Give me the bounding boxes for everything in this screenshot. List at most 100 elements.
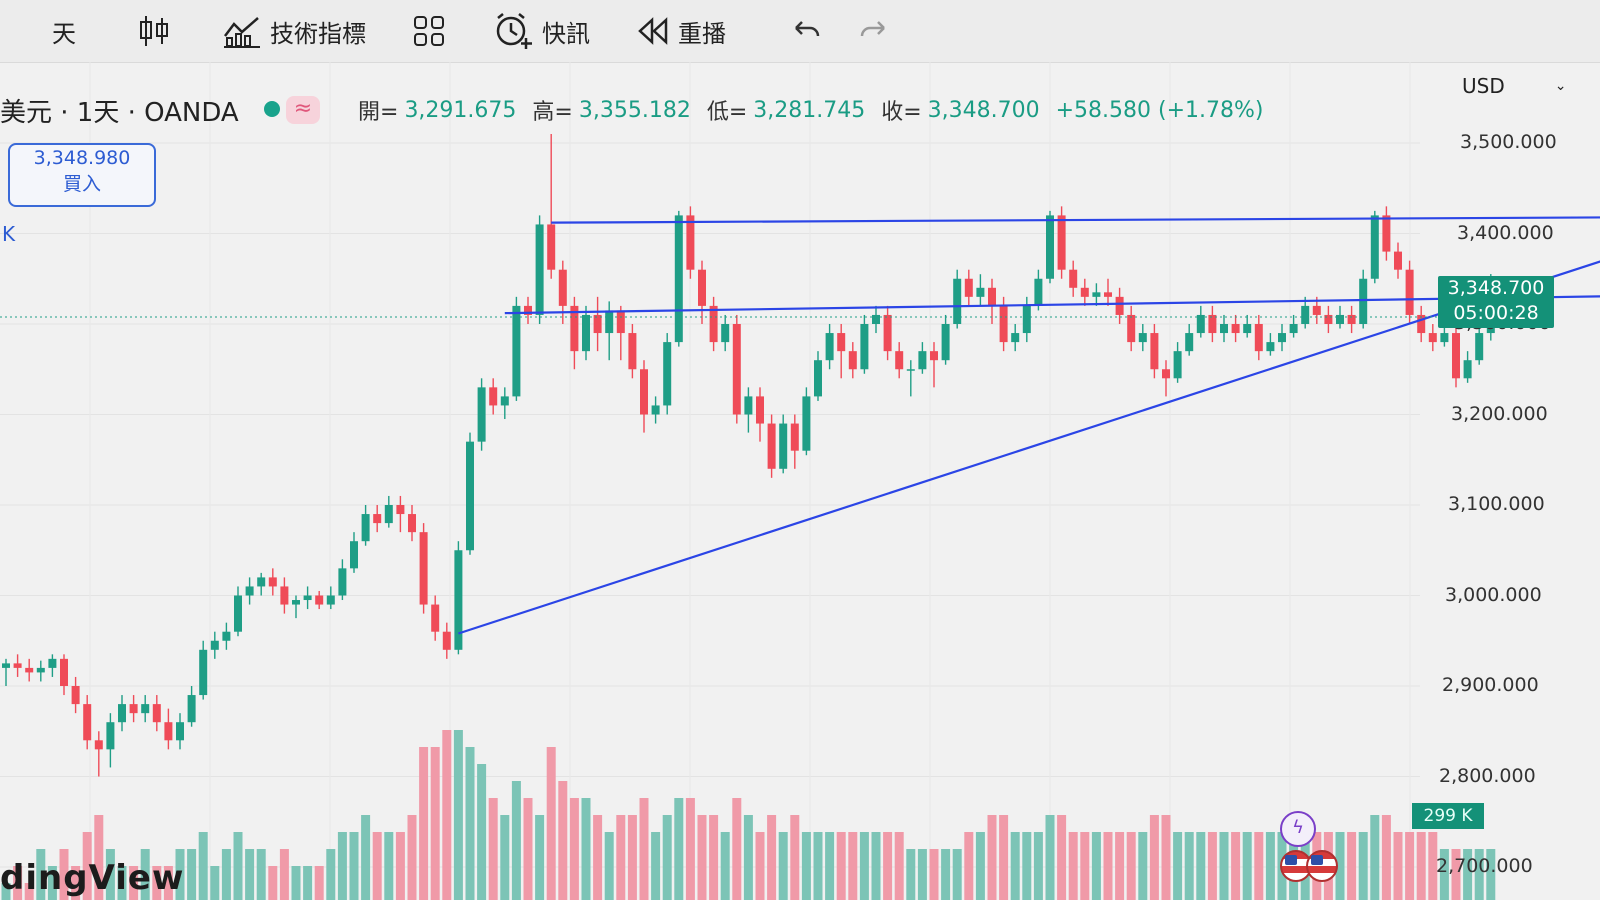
currency-selector[interactable]: USD ⌄ [1462, 74, 1566, 98]
candle-body [1011, 333, 1020, 343]
price-axis-label: 3,200.000 [1451, 402, 1548, 425]
trendlines[interactable] [458, 216, 1600, 635]
volume-bar [569, 798, 579, 900]
candle-body [1312, 305, 1321, 315]
candle-body [1196, 314, 1205, 334]
candle-body [1092, 292, 1101, 297]
price-axis-label: 3,000.000 [1445, 583, 1542, 606]
candle-body [941, 324, 950, 361]
volume-bar [1149, 815, 1159, 900]
bar-countdown: 05:00:28 [1453, 302, 1539, 324]
news-button[interactable]: 快訊 [494, 8, 590, 54]
volume-bar [720, 832, 730, 900]
buy-button[interactable]: 3,348.980 買入 [8, 143, 156, 207]
candle-body [384, 505, 393, 524]
lightning-icon[interactable]: ϟ [1280, 811, 1316, 847]
candle-body [906, 369, 915, 371]
price-axis-label: 3,100.000 [1448, 493, 1545, 515]
volume-bar [999, 815, 1009, 900]
candle-body [1382, 215, 1391, 252]
volume-bar [697, 815, 707, 900]
volume-bar [1010, 832, 1020, 900]
volume-bar [987, 815, 997, 900]
volume-bar [1022, 832, 1032, 900]
redo-button[interactable] [858, 8, 890, 54]
volume-bar [1393, 832, 1403, 900]
candle-body [1452, 333, 1460, 379]
news-label: 快訊 [542, 19, 590, 48]
candle-body [732, 324, 741, 415]
candlesticks [2, 133, 1495, 777]
volume-bar [1138, 832, 1148, 900]
volume-bar [198, 832, 208, 900]
volume-bar [801, 832, 811, 900]
chart-type-button[interactable] [138, 8, 170, 54]
candle-body [13, 663, 22, 668]
market-status-dot [264, 101, 280, 117]
volume-bar [639, 798, 649, 900]
wave-badge[interactable]: ≈ [286, 96, 320, 124]
undo-button[interactable] [790, 8, 822, 54]
layout-button[interactable] [412, 8, 446, 54]
volume-bar [709, 815, 719, 900]
volume-bar [13, 866, 23, 900]
close-label: 收= [881, 100, 922, 125]
candle-body [292, 600, 300, 605]
candle-body [651, 405, 660, 415]
candle-body [408, 514, 416, 533]
volume-bar [175, 849, 185, 900]
volume-bar [1, 883, 11, 900]
interval-button[interactable]: 天 [52, 8, 76, 54]
indicators-button[interactable]: 技術指標 [222, 8, 366, 54]
volume-bar [1381, 815, 1391, 900]
candle-body [1034, 278, 1043, 306]
candle-body [1417, 314, 1426, 334]
volume-bar [291, 866, 301, 900]
volume-bar [1405, 832, 1415, 900]
volume-bar [407, 815, 417, 900]
candle-body [837, 333, 846, 352]
volume-bar [662, 815, 672, 900]
volume-bar [581, 798, 591, 900]
candle-body [60, 658, 68, 686]
volume-bar [233, 832, 243, 900]
candle-body [1104, 292, 1112, 297]
events-flags[interactable] [1280, 850, 1338, 882]
candle-body [48, 658, 57, 668]
volume-bar [952, 849, 962, 900]
candle-body [1080, 287, 1089, 297]
candle-body [547, 224, 556, 270]
candle-body [187, 695, 196, 723]
candle-body [129, 704, 138, 714]
candle-body [350, 541, 358, 569]
volume-bar [303, 866, 313, 900]
candle-body [1266, 342, 1275, 352]
volume-bar [326, 849, 336, 900]
volume-bar [1439, 849, 1449, 900]
volume-bar [906, 849, 916, 900]
candle-body [1440, 333, 1449, 343]
candle-body [524, 305, 532, 315]
volume-bar [152, 866, 162, 900]
volume-bar [117, 866, 127, 900]
volume-bar [1474, 849, 1484, 900]
low-label: 低= [706, 100, 748, 125]
candle-body [141, 704, 150, 714]
low-value: 3,281.745 [753, 97, 866, 123]
volume-unit-label: K [2, 222, 16, 246]
candle-body [953, 278, 962, 324]
volume-bar [94, 815, 104, 900]
replay-button[interactable]: 重播 [636, 8, 726, 54]
volume-bar [767, 815, 777, 900]
candle-body [709, 305, 718, 343]
volume-bar [535, 815, 545, 900]
symbol-title[interactable]: 美元 · 1天 · OANDA [0, 92, 239, 128]
candle-body [1231, 324, 1240, 334]
volume-bar [1451, 849, 1461, 900]
volume-bar [523, 798, 533, 900]
candle-body [570, 305, 579, 352]
volume-bar [743, 815, 753, 900]
candle-body [988, 287, 996, 306]
price-axis-label: 2,900.000 [1442, 674, 1539, 696]
